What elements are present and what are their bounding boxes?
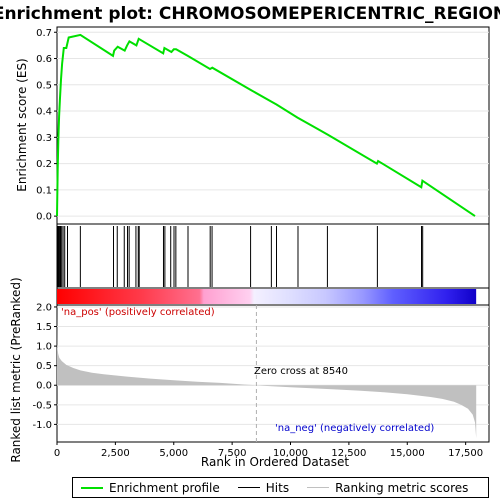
es-tick-label: 0.5 (36, 80, 52, 91)
rank-color-bar (56, 287, 490, 306)
hit-marks (56, 226, 424, 287)
metric-tick-label: 1.5 (36, 322, 52, 333)
es-tick-label: 0.0 (36, 212, 52, 223)
es-tick-label: 0.3 (36, 133, 52, 144)
ranked-metric-panel: Zero cross at 8540 'na_pos' (positively … (9, 277, 490, 469)
color-bar-gradient (57, 289, 477, 304)
enrichment-profile-line (56, 33, 476, 217)
x-tick-label: 0 (54, 448, 60, 459)
x-tick-label: 2,500 (101, 448, 130, 459)
metric-plot-frame (56, 304, 490, 443)
legend-label: Ranking metric scores (335, 480, 469, 495)
negative-correlation-label: 'na_neg' (negatively correlated) (275, 423, 434, 434)
hits-panel (56, 223, 490, 289)
zero-cross-label: Zero cross at 8540 (254, 366, 348, 377)
legend-line-gray (307, 487, 330, 488)
metric-x-ticks: 0 2,500 5,000 7,500 10,000 12,500 15,000 17,500 (54, 442, 483, 459)
legend-item-hits: Hits (237, 480, 290, 495)
es-tick-label: 0.4 (36, 107, 52, 118)
hits-frame (56, 223, 490, 289)
chart-title: Enrichment plot: CHROMOSOMEPERICENTRIC_R… (0, 4, 500, 24)
x-tick-label: 10,000 (273, 448, 308, 459)
x-axis-label: Rank in Ordered Dataset (201, 455, 349, 469)
es-tick-label: 0.6 (36, 54, 52, 65)
legend-item-enrichment: Enrichment profile (81, 481, 220, 495)
es-panel: 0.0 0.1 0.2 0.3 0.4 0.5 0.6 0.7 Enrichment scor… (15, 26, 490, 225)
legend-line-black (237, 487, 260, 488)
x-tick-label: 7,500 (218, 448, 247, 459)
legend-label: Enrichment profile (109, 480, 220, 495)
x-tick-label: 5,000 (159, 448, 188, 459)
metric-y-axis-label: Ranked list metric (PreRanked) (9, 277, 23, 462)
metric-tick-label: -0.5 (32, 400, 52, 411)
metric-tick-label: 0.5 (36, 361, 52, 372)
metric-tick-label: 2.0 (36, 302, 52, 313)
es-gridlines (57, 31, 489, 217)
metric-y-ticks: -1.0 -0.5 0.0 0.5 1.0 1.5 2.0 (32, 302, 57, 431)
legend: Enrichment profile Hits Ranking metric s… (72, 477, 489, 498)
x-tick-label: 12,500 (331, 448, 366, 459)
es-tick-label: 0.2 (36, 159, 52, 170)
es-tick-label: 0.1 (36, 185, 52, 196)
metric-tick-label: -1.0 (32, 420, 52, 431)
legend-line-green (81, 486, 103, 489)
es-plot-frame (56, 26, 490, 225)
es-tick-label: 0.7 (36, 28, 52, 39)
positive-correlation-label: 'na_pos' (positively correlated) (61, 307, 215, 318)
metric-tick-label: 0.0 (36, 381, 52, 392)
x-tick-label: 17,500 (448, 448, 483, 459)
metric-tick-label: 1.0 (36, 342, 52, 353)
es-y-ticks: 0.0 0.1 0.2 0.3 0.4 0.5 0.6 0.7 (36, 28, 57, 223)
legend-label: Hits (265, 480, 290, 495)
legend-item-metric: Ranking metric scores (307, 481, 468, 495)
es-y-axis-label: Enrichment score (ES) (15, 58, 29, 191)
x-tick-label: 15,000 (390, 448, 425, 459)
